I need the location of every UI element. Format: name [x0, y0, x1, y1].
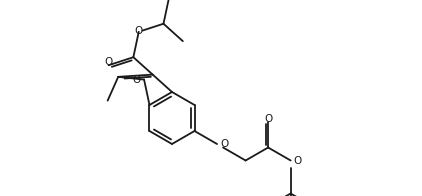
Text: O: O [105, 57, 113, 67]
Text: O: O [264, 113, 272, 123]
Text: O: O [294, 155, 302, 165]
Text: O: O [220, 139, 228, 149]
Text: O: O [135, 26, 143, 36]
Text: O: O [133, 74, 141, 84]
